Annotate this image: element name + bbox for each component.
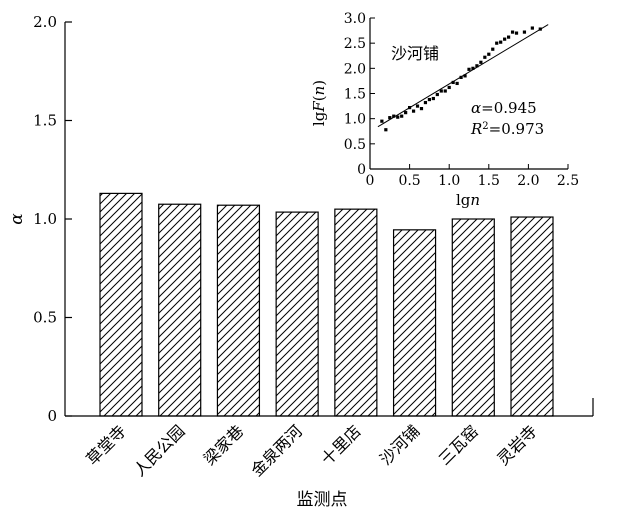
- data-point: [475, 64, 479, 68]
- data-point: [495, 41, 499, 45]
- bar: [392, 229, 437, 417]
- inset-y-tick-label: 2.0: [344, 61, 366, 77]
- data-point: [392, 114, 396, 118]
- data-point: [455, 81, 459, 86]
- category-label: 三瓦窑: [435, 421, 482, 468]
- bar: [510, 216, 554, 417]
- bars: [99, 192, 554, 417]
- inset-x-tick-label: 0: [366, 173, 375, 189]
- data-point: [510, 30, 515, 34]
- y-tick-label: 1.0: [33, 210, 57, 228]
- data-point: [388, 116, 392, 120]
- data-point: [400, 114, 404, 118]
- category-label: 金泉两河: [247, 421, 306, 480]
- inset-y-tick-label: 1.0: [344, 112, 366, 128]
- inset-r2-label: R2=0.973: [470, 120, 544, 138]
- data-point: [404, 111, 408, 115]
- fit-line: [377, 24, 549, 128]
- category-label: 梁家巷: [200, 421, 247, 468]
- data-point: [491, 47, 495, 51]
- inset-x-title: lgn: [456, 191, 480, 209]
- data-point: [471, 66, 475, 70]
- inset-x-tick-label: 2.0: [517, 173, 539, 189]
- data-point: [396, 115, 400, 119]
- inset-x-tick-label: 2.5: [557, 173, 579, 189]
- inset-axes: 0 0.5 1.0 1.5 2.0 2.5 3.0 0 0.5 1.0 1.5 2.0 2.5: [344, 11, 579, 189]
- data-point: [439, 89, 443, 93]
- data-point: [499, 40, 503, 44]
- data-point: [522, 30, 527, 34]
- inset-plot: 00.51.01.52.02.53.00 0.5 1.0 1.5 2.0 2.5 沙河铺 …: [310, 11, 579, 209]
- bar: [216, 204, 261, 417]
- data-point: [467, 67, 471, 71]
- bar: [334, 208, 378, 417]
- inset-x-tick-label: 1.5: [478, 173, 500, 189]
- data-point: [514, 31, 519, 35]
- category-label: 沙河铺: [376, 421, 423, 468]
- data-point: [427, 97, 431, 102]
- data-point: [507, 35, 511, 39]
- inset-x-tick-label: 1.0: [438, 173, 460, 189]
- category-labels: 草堂寺 人民公园 梁家巷 金泉两河 十里店 沙河铺 三瓦窑 灵岩寺: [82, 421, 540, 480]
- data-point: [443, 89, 447, 93]
- bar: [158, 203, 202, 417]
- data-point: [487, 52, 491, 56]
- data-point: [380, 119, 384, 123]
- bar: [451, 218, 495, 417]
- data-point: [479, 60, 483, 64]
- data-point: [415, 104, 420, 108]
- category-label: 草堂寺: [82, 421, 129, 468]
- data-point: [463, 74, 467, 78]
- y-tick-label: 2.0: [33, 13, 57, 31]
- category-label: 十里店: [317, 421, 364, 468]
- inset-y-tick-label: 0.5: [344, 137, 366, 153]
- y-axis-title: α: [7, 213, 27, 225]
- data-point: [423, 100, 428, 105]
- data-point: [419, 107, 424, 111]
- y-tick-label: 1.5: [33, 112, 57, 130]
- inset-x-tick-label: 0.5: [398, 173, 420, 189]
- data-point: [530, 26, 534, 30]
- bar: [99, 192, 143, 417]
- data-point: [447, 85, 451, 90]
- y-ticks: 0 0.5 1.0 1.5 2.0: [33, 13, 72, 425]
- y-tick-label: 0: [47, 407, 57, 425]
- inset-y-tick-label: 1.5: [344, 87, 366, 103]
- inset-y-tick-label: 0: [357, 162, 366, 178]
- data-point: [384, 128, 388, 132]
- x-axis-title: 监测点: [297, 490, 348, 510]
- data-point: [411, 109, 416, 113]
- y-tick-label: 0.5: [33, 309, 57, 327]
- data-point: [503, 37, 507, 41]
- data-point: [435, 92, 439, 97]
- inset-y-tick-label: 3.0: [344, 11, 366, 27]
- category-label: 灵岩寺: [493, 421, 540, 468]
- category-label: 人民公园: [130, 421, 189, 480]
- data-point: [483, 55, 487, 59]
- inset-alpha-label: α=0.945: [471, 99, 537, 117]
- inset-y-tick-label: 2.5: [344, 36, 366, 52]
- inset-y-title: lgF(n): [310, 80, 328, 126]
- bar: [275, 211, 319, 417]
- main-plot: 00.51.01.52.0 草堂寺 人民公园 梁家巷 金泉两河 十里店 沙河铺 三瓦窑 灵岩寺…: [7, 13, 594, 510]
- data-point: [431, 96, 435, 101]
- inset-title: 沙河铺: [391, 44, 439, 63]
- data-point: [451, 80, 455, 85]
